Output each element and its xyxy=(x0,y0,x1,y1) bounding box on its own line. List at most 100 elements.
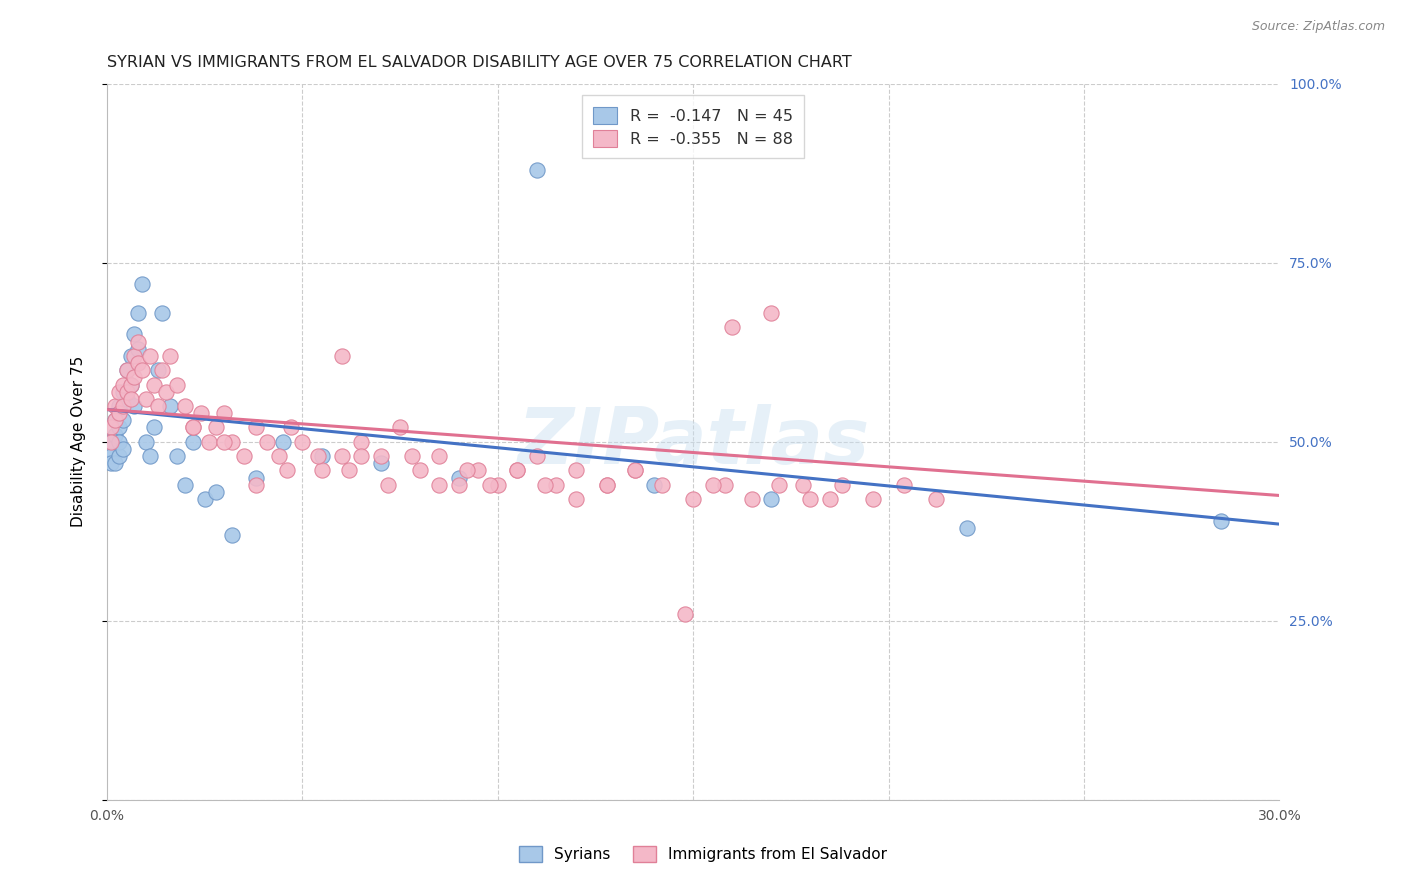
Legend: Syrians, Immigrants from El Salvador: Syrians, Immigrants from El Salvador xyxy=(513,840,893,868)
Point xyxy=(124,370,146,384)
Point xyxy=(143,377,166,392)
Point xyxy=(221,434,243,449)
Point xyxy=(291,434,314,449)
Point xyxy=(280,420,302,434)
Point xyxy=(447,470,470,484)
Point xyxy=(533,477,555,491)
Point xyxy=(124,349,146,363)
Point xyxy=(150,306,173,320)
Point xyxy=(1209,514,1232,528)
Point xyxy=(135,434,157,449)
Point xyxy=(120,392,142,406)
Point xyxy=(146,399,169,413)
Point xyxy=(761,491,783,506)
Text: ZIPatlas: ZIPatlas xyxy=(517,404,869,480)
Point xyxy=(127,306,149,320)
Point xyxy=(111,399,134,413)
Point xyxy=(214,434,236,449)
Point xyxy=(100,434,122,449)
Point xyxy=(115,384,138,399)
Point xyxy=(135,392,157,406)
Point xyxy=(124,327,146,342)
Text: Source: ZipAtlas.com: Source: ZipAtlas.com xyxy=(1251,20,1385,33)
Point xyxy=(155,384,177,399)
Point xyxy=(166,449,188,463)
Point xyxy=(100,420,122,434)
Point xyxy=(143,420,166,434)
Point xyxy=(818,491,841,506)
Point xyxy=(565,463,588,477)
Point xyxy=(486,477,509,491)
Point xyxy=(100,456,122,470)
Point xyxy=(713,477,735,491)
Point xyxy=(409,463,432,477)
Point xyxy=(682,491,704,506)
Point xyxy=(768,477,790,491)
Point xyxy=(596,477,619,491)
Point xyxy=(256,434,278,449)
Point xyxy=(181,420,204,434)
Point xyxy=(166,377,188,392)
Point xyxy=(311,449,333,463)
Y-axis label: Disability Age Over 75: Disability Age Over 75 xyxy=(72,356,86,527)
Point xyxy=(104,413,127,427)
Point xyxy=(174,477,197,491)
Point xyxy=(107,434,129,449)
Point xyxy=(107,399,129,413)
Point xyxy=(115,363,138,377)
Point xyxy=(741,491,763,506)
Point xyxy=(565,491,588,506)
Point xyxy=(107,420,129,434)
Point xyxy=(447,477,470,491)
Point xyxy=(350,449,373,463)
Point xyxy=(526,162,548,177)
Point xyxy=(232,449,254,463)
Point xyxy=(111,384,134,399)
Point xyxy=(194,491,217,506)
Point xyxy=(479,477,502,491)
Point xyxy=(337,463,360,477)
Point xyxy=(104,456,127,470)
Point xyxy=(111,377,134,392)
Point xyxy=(546,477,568,491)
Point xyxy=(456,463,478,477)
Point xyxy=(311,463,333,477)
Point xyxy=(377,477,399,491)
Point xyxy=(190,406,212,420)
Point xyxy=(104,413,127,427)
Point xyxy=(120,349,142,363)
Point xyxy=(104,427,127,442)
Point xyxy=(139,449,162,463)
Point xyxy=(401,449,423,463)
Point xyxy=(427,449,450,463)
Point xyxy=(107,384,129,399)
Point xyxy=(831,477,853,491)
Point xyxy=(100,449,122,463)
Point xyxy=(107,449,129,463)
Point xyxy=(127,342,149,356)
Point xyxy=(675,607,697,621)
Point xyxy=(350,434,373,449)
Point xyxy=(245,477,267,491)
Point xyxy=(131,363,153,377)
Point xyxy=(124,399,146,413)
Point xyxy=(174,399,197,413)
Point xyxy=(596,477,619,491)
Point xyxy=(702,477,724,491)
Point xyxy=(526,449,548,463)
Point xyxy=(271,434,294,449)
Point xyxy=(146,363,169,377)
Text: SYRIAN VS IMMIGRANTS FROM EL SALVADOR DISABILITY AGE OVER 75 CORRELATION CHART: SYRIAN VS IMMIGRANTS FROM EL SALVADOR DI… xyxy=(107,55,852,70)
Point xyxy=(924,491,946,506)
Point xyxy=(893,477,915,491)
Point xyxy=(115,392,138,406)
Point xyxy=(104,399,127,413)
Point xyxy=(267,449,290,463)
Point xyxy=(651,477,673,491)
Point xyxy=(214,406,236,420)
Point xyxy=(205,484,228,499)
Point xyxy=(956,521,979,535)
Point xyxy=(761,306,783,320)
Point xyxy=(197,434,219,449)
Point xyxy=(506,463,529,477)
